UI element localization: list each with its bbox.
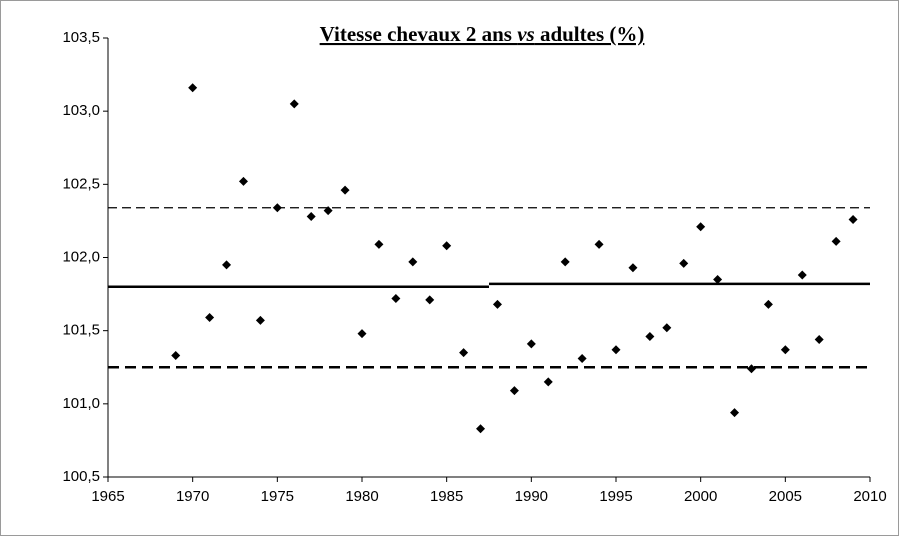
point — [442, 241, 452, 251]
point — [222, 260, 232, 270]
x-tick-label: 2005 — [769, 488, 802, 505]
y-tick-label: 103,5 — [62, 29, 100, 46]
point — [797, 270, 807, 280]
point — [323, 206, 333, 216]
point — [560, 257, 570, 267]
point — [408, 257, 418, 267]
point — [391, 293, 401, 303]
point — [662, 323, 672, 333]
point — [272, 203, 282, 213]
x-tick-label: 2010 — [853, 488, 886, 505]
point — [374, 239, 384, 249]
title-part: adultes (%) — [535, 22, 645, 46]
point — [357, 329, 367, 339]
point — [171, 351, 181, 361]
x-tick-label: 1975 — [261, 488, 294, 505]
point — [780, 345, 790, 355]
chart-title: Vitesse chevaux 2 ans vs adultes (%) — [320, 22, 645, 46]
x-tick-label: 1970 — [176, 488, 209, 505]
point — [205, 312, 215, 322]
title-part: Vitesse chevaux 2 ans — [320, 22, 518, 46]
point — [696, 222, 706, 232]
y-tick-label: 102,5 — [62, 175, 100, 192]
point — [831, 236, 841, 246]
point — [577, 353, 587, 363]
x-tick-label: 1995 — [599, 488, 632, 505]
point — [238, 176, 248, 186]
point — [814, 334, 824, 344]
point — [746, 364, 756, 374]
x-tick-label: 1990 — [515, 488, 548, 505]
x-tick-label: 1980 — [345, 488, 378, 505]
y-tick-label: 100,5 — [62, 468, 100, 485]
y-tick-label: 103,0 — [62, 102, 100, 119]
title-part: vs — [517, 22, 535, 46]
x-tick-label: 2000 — [684, 488, 717, 505]
point — [628, 263, 638, 273]
y-tick-label: 101,5 — [62, 322, 100, 339]
point — [340, 185, 350, 195]
point — [255, 315, 265, 325]
point — [459, 348, 469, 358]
point — [645, 332, 655, 342]
point — [763, 299, 773, 309]
point — [713, 274, 723, 284]
y-tick-label: 102,0 — [62, 248, 100, 265]
y-tick-label: 101,0 — [62, 395, 100, 412]
point — [509, 386, 519, 396]
point — [425, 295, 435, 305]
x-tick-label: 1985 — [430, 488, 463, 505]
x-tick-label: 1965 — [91, 488, 124, 505]
point — [526, 339, 536, 349]
point — [679, 258, 689, 268]
point — [848, 214, 858, 224]
point — [492, 299, 502, 309]
point — [730, 408, 740, 418]
point — [543, 377, 553, 387]
point — [476, 424, 486, 434]
point — [306, 212, 316, 222]
point — [611, 345, 621, 355]
point — [594, 239, 604, 249]
point — [188, 83, 198, 93]
point — [289, 99, 299, 109]
